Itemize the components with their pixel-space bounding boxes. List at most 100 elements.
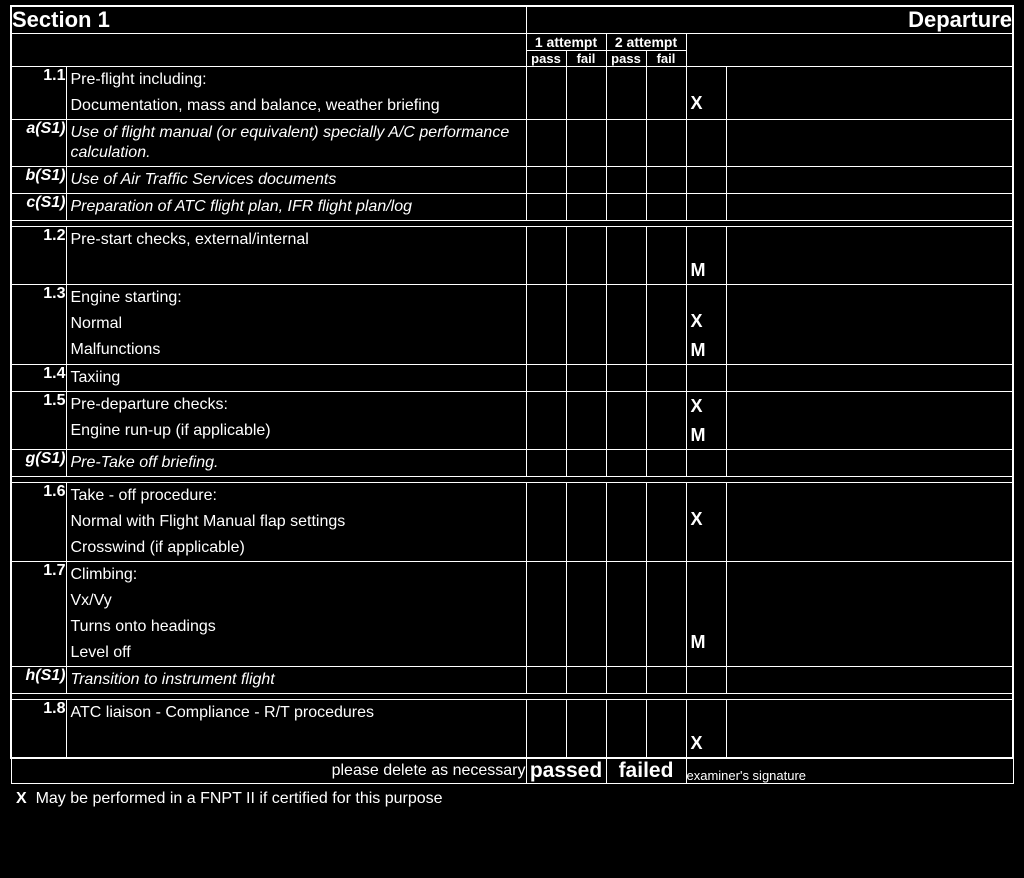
attempt2-fail-cell[interactable]	[646, 167, 686, 194]
attempt2-fail-cell[interactable]	[646, 562, 686, 667]
attempt1-pass-cell[interactable]	[526, 227, 566, 285]
attempt1-fail-cell[interactable]	[566, 120, 606, 167]
attempt2-pass-cell[interactable]	[606, 365, 646, 392]
mark-cell: XM	[686, 285, 726, 365]
title-row: Section 1 Departure	[11, 6, 1013, 34]
attempt1-fail-cell[interactable]	[566, 483, 606, 562]
attempt2-fail-cell[interactable]	[646, 285, 686, 365]
delete-note: please delete as necessary	[11, 758, 526, 784]
signature-cell[interactable]	[726, 120, 1013, 167]
checklist-table: Section 1 Departure 1 attempt 2 attempt …	[10, 5, 1014, 784]
attempt2-fail-cell[interactable]	[646, 194, 686, 221]
row-description: Pre-departure checks:Engine run-up (if a…	[66, 392, 526, 450]
row-description-line: Use of flight manual (or equivalent) spe…	[67, 120, 526, 166]
row-number: 1.4	[11, 365, 66, 392]
signature-cell[interactable]	[726, 227, 1013, 285]
attempt1-pass-cell[interactable]	[526, 700, 566, 759]
attempt1-fail-cell[interactable]	[566, 365, 606, 392]
signature-cell[interactable]	[726, 667, 1013, 694]
attempt1-pass-cell[interactable]	[526, 167, 566, 194]
attempt2-fail-cell[interactable]	[646, 227, 686, 285]
failed-box[interactable]: failed	[606, 758, 686, 784]
row-description-line: Engine run-up (if applicable)	[67, 418, 526, 444]
mark-value: X	[687, 392, 726, 421]
attempt2-fail-cell[interactable]	[646, 667, 686, 694]
mark-cell	[686, 365, 726, 392]
row-number: g(S1)	[11, 450, 66, 477]
fail2-header: fail	[646, 51, 686, 67]
mark-value	[687, 450, 726, 472]
row-description-line: Normal	[67, 311, 526, 337]
row-description-line: Crosswind (if applicable)	[67, 535, 526, 561]
attempt1-fail-cell[interactable]	[566, 392, 606, 450]
signature-cell[interactable]	[726, 483, 1013, 562]
attempt1-pass-cell[interactable]	[526, 120, 566, 167]
attempt2-fail-cell[interactable]	[646, 365, 686, 392]
signature-cell[interactable]	[726, 700, 1013, 759]
mark-value	[687, 285, 726, 307]
signature-cell[interactable]	[726, 562, 1013, 667]
attempt2-pass-cell[interactable]	[606, 700, 646, 759]
row-description-line: Pre-flight including:	[67, 67, 526, 93]
row-number: 1.2	[11, 227, 66, 285]
attempt2-pass-cell[interactable]	[606, 483, 646, 562]
attempt1-pass-cell[interactable]	[526, 562, 566, 667]
row-description: Climbing:Vx/VyTurns onto headingsLevel o…	[66, 562, 526, 667]
attempt1-pass-cell[interactable]	[526, 667, 566, 694]
attempt1-pass-cell[interactable]	[526, 365, 566, 392]
signature-cell[interactable]	[726, 392, 1013, 450]
mark-value: M	[687, 336, 726, 365]
attempt1-pass-cell[interactable]	[526, 67, 566, 120]
row-number: 1.1	[11, 67, 66, 120]
row-description-line: Vx/Vy	[67, 588, 526, 614]
mark-value	[687, 67, 726, 89]
attempt1-fail-cell[interactable]	[566, 167, 606, 194]
attempt2-pass-cell[interactable]	[606, 167, 646, 194]
attempt2-pass-cell[interactable]	[606, 392, 646, 450]
attempt1-fail-cell[interactable]	[566, 450, 606, 477]
attempt1-fail-cell[interactable]	[566, 285, 606, 365]
attempt1-pass-cell[interactable]	[526, 450, 566, 477]
attempt2-fail-cell[interactable]	[646, 700, 686, 759]
attempt2-fail-cell[interactable]	[646, 450, 686, 477]
passed-box[interactable]: passed	[526, 758, 606, 784]
attempt1-fail-cell[interactable]	[566, 67, 606, 120]
attempt2-pass-cell[interactable]	[606, 67, 646, 120]
attempt1-fail-cell[interactable]	[566, 562, 606, 667]
attempt1-fail-cell[interactable]	[566, 194, 606, 221]
mark-cell: X	[686, 483, 726, 562]
row-description: Use of flight manual (or equivalent) spe…	[66, 120, 526, 167]
attempt2-pass-cell[interactable]	[606, 120, 646, 167]
mark-cell	[686, 450, 726, 477]
section-name: Departure	[526, 6, 1013, 34]
attempt1-fail-cell[interactable]	[566, 667, 606, 694]
attempt2-pass-cell[interactable]	[606, 667, 646, 694]
attempt2-fail-cell[interactable]	[646, 392, 686, 450]
row-description: Engine starting:NormalMalfunctions	[66, 285, 526, 365]
signature-cell[interactable]	[726, 365, 1013, 392]
attempt1-pass-cell[interactable]	[526, 483, 566, 562]
attempt2-fail-cell[interactable]	[646, 120, 686, 167]
signature-cell[interactable]	[726, 67, 1013, 120]
attempt2-fail-cell[interactable]	[646, 67, 686, 120]
attempt2-pass-cell[interactable]	[606, 450, 646, 477]
attempt1-pass-cell[interactable]	[526, 194, 566, 221]
attempt2-pass-cell[interactable]	[606, 194, 646, 221]
attempt1-fail-cell[interactable]	[566, 227, 606, 285]
signature-cell[interactable]	[726, 167, 1013, 194]
row-number: 1.5	[11, 392, 66, 450]
attempt2-pass-cell[interactable]	[606, 562, 646, 667]
row-description: Transition to instrument flight	[66, 667, 526, 694]
mark-value: X	[687, 729, 726, 758]
signature-cell[interactable]	[726, 285, 1013, 365]
mark-cell: X	[686, 700, 726, 759]
attempt1-pass-cell[interactable]	[526, 285, 566, 365]
attempt2-fail-cell[interactable]	[646, 483, 686, 562]
signature-cell[interactable]	[726, 450, 1013, 477]
mark-value	[687, 667, 726, 689]
signature-cell[interactable]	[726, 194, 1013, 221]
attempt1-fail-cell[interactable]	[566, 700, 606, 759]
attempt2-pass-cell[interactable]	[606, 285, 646, 365]
attempt1-pass-cell[interactable]	[526, 392, 566, 450]
attempt2-pass-cell[interactable]	[606, 227, 646, 285]
